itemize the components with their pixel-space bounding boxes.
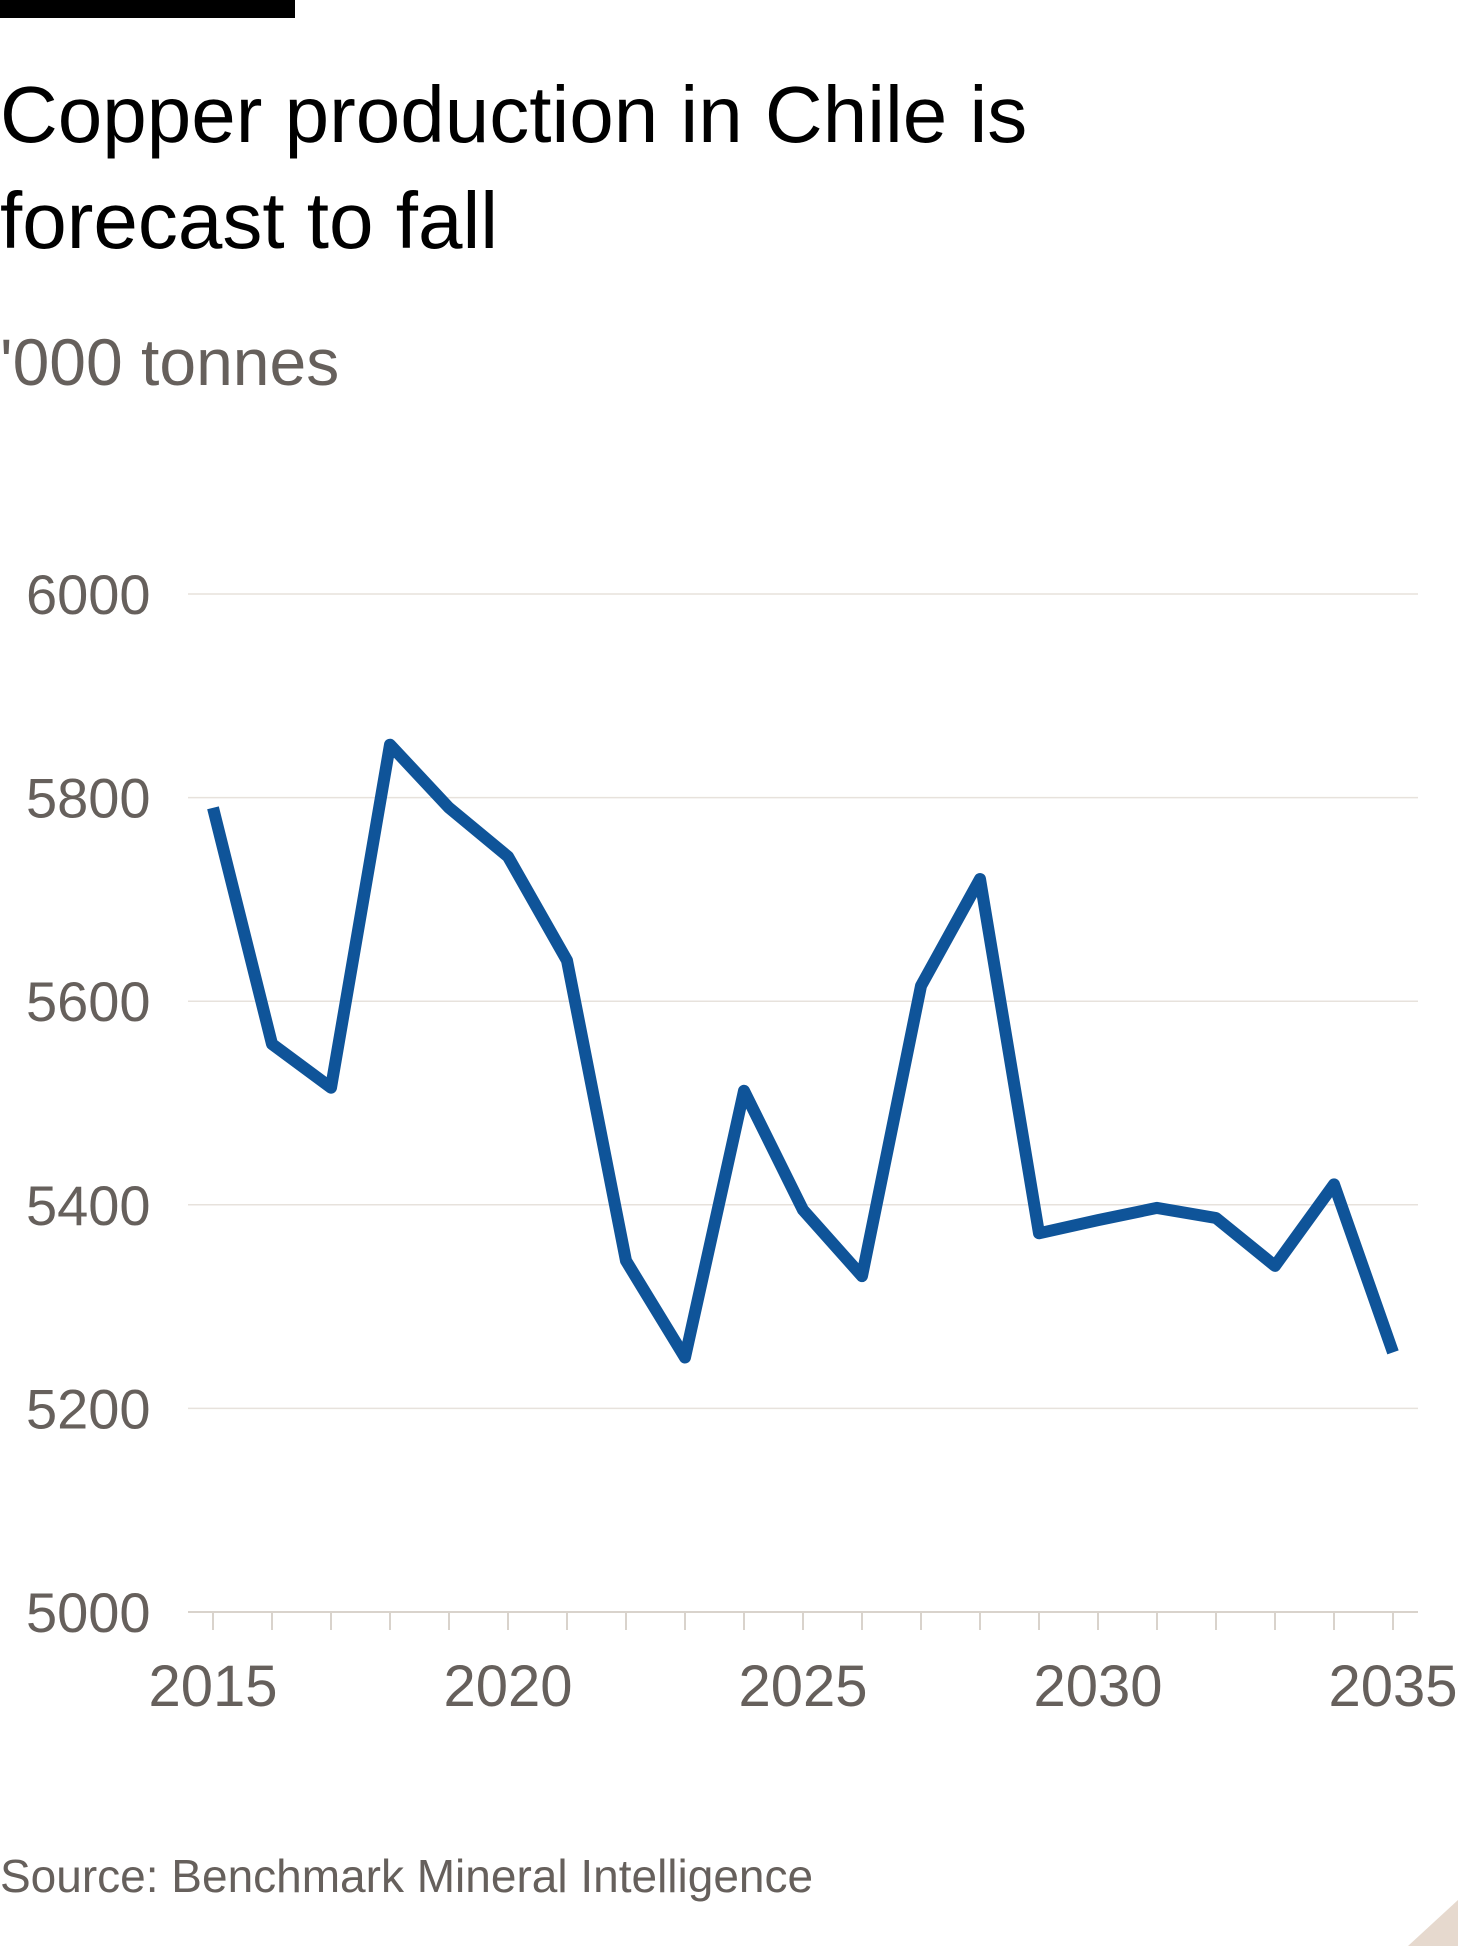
data-point (1157, 1207, 1158, 1208)
x-tick-label: 2015 (148, 1654, 277, 1719)
corner-mark (1408, 1900, 1458, 1946)
data-point (331, 1087, 332, 1088)
chart-title: Copper production in Chile is forecast t… (0, 70, 1028, 265)
gridlines (188, 593, 1418, 1613)
x-tick-label: 2030 (1033, 1654, 1162, 1719)
data-point (567, 960, 568, 961)
data-point (390, 744, 391, 745)
y-tick-label: 5600 (26, 970, 151, 1033)
data-point (508, 856, 509, 857)
data-point (1216, 1218, 1217, 1219)
y-axis: 5000 5200 5400 5600 5800 6000 (26, 563, 151, 1644)
x-tick-label: 2035 (1328, 1654, 1457, 1719)
y-tick-label: 6000 (26, 563, 151, 626)
y-tick-label: 5200 (26, 1377, 151, 1440)
line-chart: 2015 2020 2025 2030 2035 5000 5200 5400 5600 580… (26, 563, 1458, 1719)
data-point (921, 985, 922, 986)
source-note: Source: Benchmark Mineral Intelligence (0, 1850, 814, 1902)
data-point (1098, 1220, 1099, 1221)
data-point (1039, 1233, 1040, 1234)
x-axis: 2015 2020 2025 2030 2035 (148, 1612, 1458, 1719)
data-point (744, 1090, 745, 1091)
x-tick-label: 2020 (443, 1654, 572, 1719)
y-tick-label: 5000 (26, 1581, 151, 1644)
data-point (449, 807, 450, 808)
data-point (1334, 1184, 1335, 1185)
data-point (272, 1043, 273, 1044)
y-tick-label: 5400 (26, 1174, 151, 1237)
series-layer (207, 738, 1399, 1364)
data-point (685, 1357, 686, 1358)
brand-bar (0, 0, 295, 18)
data-point (1275, 1265, 1276, 1266)
data-point (1393, 1352, 1394, 1353)
data-point (980, 879, 981, 880)
series-line-0 (207, 738, 1399, 1364)
chart-subtitle: '000 tonnes (0, 325, 340, 399)
data-point (626, 1260, 627, 1261)
y-tick-label: 5800 (26, 767, 151, 830)
data-point (213, 807, 214, 808)
data-point (862, 1276, 863, 1277)
x-tick-label: 2025 (738, 1654, 867, 1719)
data-point (803, 1209, 804, 1210)
